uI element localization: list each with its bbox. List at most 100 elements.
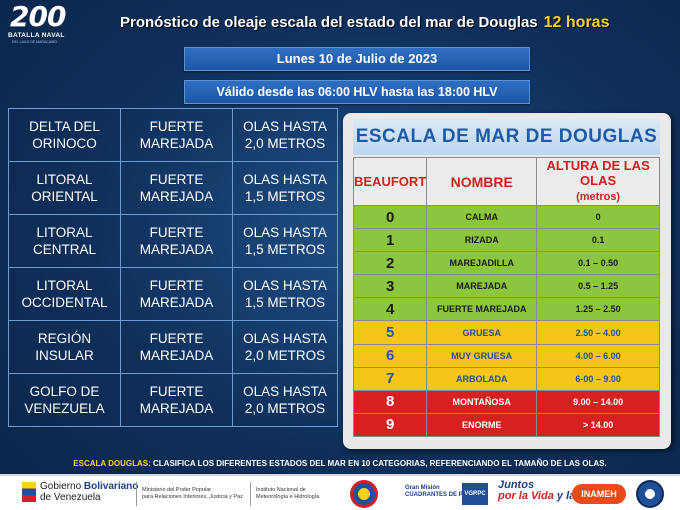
scale-row: 4 FUERTE MAREJADA 1.25 – 2.50 [352,297,660,322]
region-row: LITORAL CENTRAL FUERTE MAREJADA OLAS HASTA… [8,214,338,268]
page-title: Pronóstico de oleaje escala del estado d… [120,14,609,32]
institution-logo-bar: Gobierno Bolivariano de Venezuela Minist… [0,474,680,510]
validity-banner: Válido desde las 06:00 HLV hasta las 18:… [184,80,530,104]
region-row: LITORAL ORIENTAL FUERTE MAREJADA OLAS HAST… [8,161,338,215]
regions-table: DELTA DEL ORINOCO FUERTE MAREJADA OLAS HAS… [8,108,338,427]
national-seal-icon [350,480,378,508]
batalla-naval-logo: 200 BATALLA NAVAL DEL LAGO DE MARACAIBO [6,0,76,44]
region-state: FUERTE MAREJADA [120,267,233,321]
scale-name: FUERTE MAREJADA [426,297,538,322]
col-height-unit: (metros) [576,191,621,203]
scale-name: ARBOLADA [426,366,538,391]
gob-line1: Gobierno [40,481,82,492]
footnote-text: CLASIFICA LOS DIFERENTES ESTADOS DEL MAR… [153,459,607,468]
scale-beaufort: 1 [352,228,428,253]
ministry-line2: para Relaciones Interiores, Justicia y P… [142,493,243,500]
scale-height: 0.1 [536,228,660,253]
scale-row: 3 MAREJADA 0.5 – 1.25 [352,274,660,299]
region-row: REGIÓN INSULAR FUERTE MAREJADA OLAS HASTA … [8,320,338,374]
region-row: LITORAL OCCIDENTAL FUERTE MAREJADA OLAS HA… [8,267,338,321]
ministry-line1: Ministerio del Poder Popular [142,487,212,493]
region-row: DELTA DEL ORINOCO FUERTE MAREJADA OLAS HAS… [8,108,338,162]
scale-beaufort: 0 [352,204,428,230]
region-waves: OLAS HASTA 1,5 METROS [232,267,338,321]
inst-line2: Meteorología e Hidrología [256,493,320,500]
scale-height: 1.25 – 2.50 [536,297,660,322]
scale-row: 9 ENORME > 14.00 [352,412,660,437]
inameh-text-logo: Instituto Nacional de Meteorología e Hid… [256,487,319,500]
logo-number: 200 [10,0,66,33]
col-height-label: ALTURA DE LAS OLAS [546,158,650,188]
vgrpc-logo: VGRPC [462,483,488,505]
scale-title: ESCALA DE MAR DE DOUGLAS [353,119,660,155]
divider [250,482,251,506]
juntos-line2: por la Vida [498,490,554,502]
scale-row: 2 MAREJADILLA 0.1 – 0.50 [352,251,660,276]
col-name: NOMBRE [426,157,538,206]
footnote: ESCALA DOUGLAS: CLASIFICA LOS DIFERENTES… [0,459,680,468]
gobierno-logo: Gobierno Bolivariano de Venezuela [40,481,138,503]
scale-beaufort: 5 [352,320,428,345]
logo-subtext: DEL LAGO DE MARACAIBO [12,40,58,44]
scale-height: 6-00 – 9.00 [536,366,660,391]
gob-line3: de Venezuela [40,492,101,503]
inameh-logo: INAMEH [572,484,626,504]
region-state: FUERTE MAREJADA [120,108,233,162]
juntos-line1: Juntos [498,479,535,491]
footnote-key: ESCALA DOUGLAS: [73,459,151,468]
scale-height: 0.1 – 0.50 [536,251,660,276]
region-state: FUERTE MAREJADA [120,214,233,268]
col-beaufort: BEAUFORT [352,157,428,206]
cuadrantes-paz-logo: Gran Misión CUADRANTES DE PAZ [405,485,470,499]
scale-name: MAREJADILLA [426,251,538,276]
scale-height: 0 [536,204,660,230]
scale-height: > 14.00 [536,412,660,437]
scale-beaufort: 6 [352,343,428,368]
region-zone: GOLFO DE VENEZUELA [8,373,121,427]
scale-height: 4.00 – 6.00 [536,343,660,368]
region-zone: LITORAL OCCIDENTAL [8,267,121,321]
logo-text: BATALLA NAVAL [8,32,65,39]
scale-beaufort: 3 [352,274,428,299]
scale-beaufort: 4 [352,297,428,322]
scale-name: ENORME [426,412,538,437]
venezuela-flag-icon [22,482,36,502]
cuadrantes-line2: CUADRANTES DE PAZ [405,492,471,498]
header: 200 BATALLA NAVAL DEL LAGO DE MARACAIBO … [0,0,680,44]
scale-row: 5 GRUESA 2.50 – 4.00 [352,320,660,345]
inst-line1: Instituto Nacional de [256,487,306,493]
region-row: GOLFO DE VENEZUELA FUERTE MAREJADA OLAS HA… [8,373,338,427]
region-zone: REGIÓN INSULAR [8,320,121,374]
scale-beaufort: 2 [352,251,428,276]
scale-row: 8 MONTAÑOSA 9.00 – 14.00 [352,389,660,414]
scale-row: 6 MUY GRUESA 4.00 – 6.00 [352,343,660,368]
scale-height: 2.50 – 4.00 [536,320,660,345]
region-waves: OLAS HASTA 2,0 METROS [232,320,338,374]
region-waves: OLAS HASTA 1,5 METROS [232,214,338,268]
scale-beaufort: 7 [352,366,428,391]
region-waves: OLAS HASTA 2,0 METROS [232,108,338,162]
scale-name: MAREJADA [426,274,538,299]
date-banner: Lunes 10 de Julio de 2023 [184,47,530,71]
divider [136,482,137,506]
region-waves: OLAS HASTA 2,0 METROS [232,373,338,427]
region-state: FUERTE MAREJADA [120,161,233,215]
scale-height: 9.00 – 14.00 [536,389,660,414]
title-highlight: 12 horas [543,14,610,31]
scale-beaufort: 8 [352,389,428,414]
scale-row: 1 RIZADA 0.1 [352,228,660,253]
douglas-scale-table: BEAUFORT NOMBRE ALTURA DE LAS OLAS (metr… [352,157,660,437]
scale-beaufort: 9 [352,412,428,437]
scale-name: GRUESA [426,320,538,345]
scale-name: CALMA [426,204,538,230]
title-text: Pronóstico de oleaje escala del estado d… [120,14,538,31]
region-zone: DELTA DEL ORINOCO [8,108,121,162]
region-zone: LITORAL CENTRAL [8,214,121,268]
col-height: ALTURA DE LAS OLAS (metros) [536,157,660,206]
scale-name: MONTAÑOSA [426,389,538,414]
scale-row: 7 ARBOLADA 6-00 – 9.00 [352,366,660,391]
ministry-logo: Ministerio del Poder Popular para Relaci… [142,487,243,500]
douglas-scale-panel: ESCALA DE MAR DE DOUGLAS BEAUFORT NOMBRE… [343,113,671,449]
navy-emblem-icon [636,480,664,508]
region-waves: OLAS HASTA 1,5 METROS [232,161,338,215]
